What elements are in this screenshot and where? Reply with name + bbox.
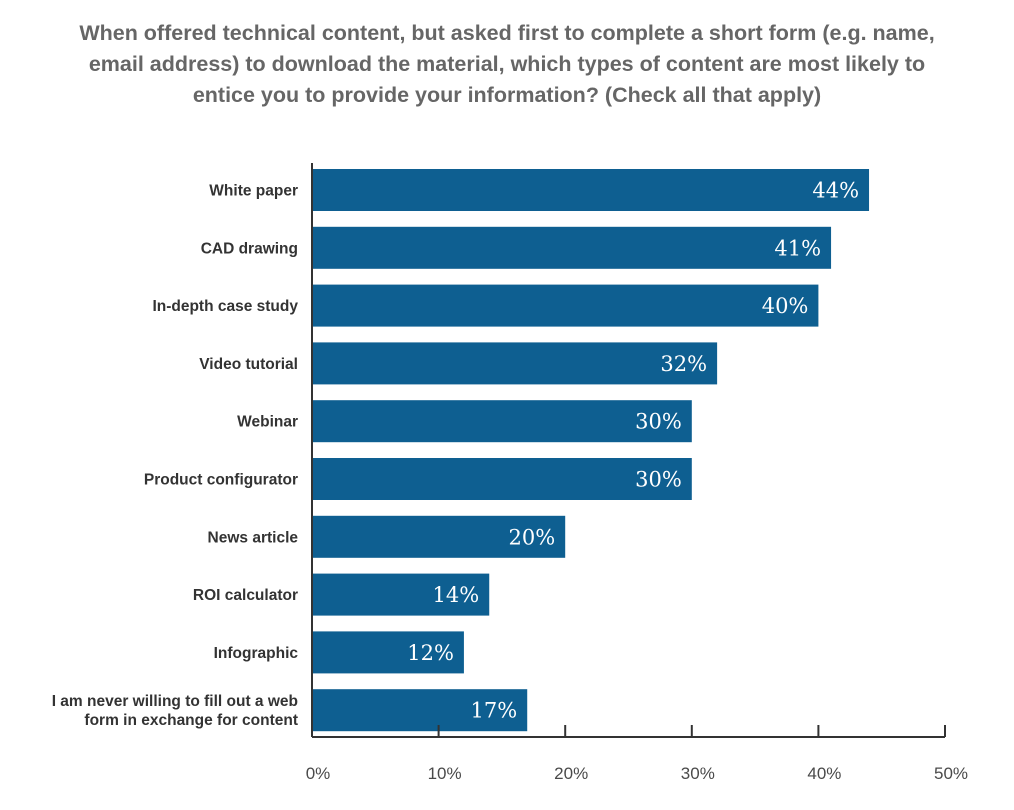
x-tick-label: 40% (807, 764, 841, 783)
category-label: I am never willing to fill out a web (52, 693, 298, 710)
category-label: White paper (209, 183, 298, 200)
bar (312, 169, 870, 211)
bar (312, 631, 464, 674)
bar-value-label: 12% (407, 641, 454, 665)
category-label: In-depth case study (152, 298, 298, 315)
category-label: Product configurator (144, 472, 298, 489)
bar-value-label: 32% (660, 352, 707, 376)
category-label: Infographic (214, 645, 299, 662)
category-label: CAD drawing (201, 240, 298, 257)
x-tick-label: 30% (681, 764, 715, 783)
bar (312, 284, 819, 327)
bar-value-label: 44% (812, 179, 859, 203)
bar (312, 342, 718, 385)
category-label: form in exchange for content (84, 712, 298, 729)
bar (312, 458, 692, 500)
bar-value-label: 41% (774, 236, 821, 260)
bar-value-label: 30% (635, 410, 682, 434)
category-label: News article (208, 529, 299, 546)
chart-title-line: entice you to provide your information? … (192, 83, 822, 107)
bar-value-label: 20% (509, 525, 556, 549)
bar (312, 226, 832, 269)
chart-title-line: email address) to download the material,… (88, 52, 926, 76)
bar-value-label: 30% (635, 468, 682, 492)
bar (312, 400, 692, 443)
chart-title: When offered technical content, but aske… (0, 18, 1014, 111)
x-tick-label: 0% (306, 764, 331, 783)
category-label: ROI calculator (193, 587, 298, 604)
bar-value-label: 14% (433, 583, 480, 607)
bar (312, 515, 566, 558)
category-label: Webinar (237, 414, 298, 431)
x-tick-label: 20% (554, 764, 588, 783)
chart-title-line: When offered technical content, but aske… (79, 21, 935, 45)
x-tick-label: 50% (934, 764, 968, 783)
category-label: Video tutorial (199, 356, 298, 373)
bar (312, 689, 528, 732)
bar (312, 573, 490, 616)
bar-value-label: 17% (471, 699, 518, 723)
bar-value-label: 40% (762, 294, 809, 318)
x-tick-label: 10% (428, 764, 462, 783)
